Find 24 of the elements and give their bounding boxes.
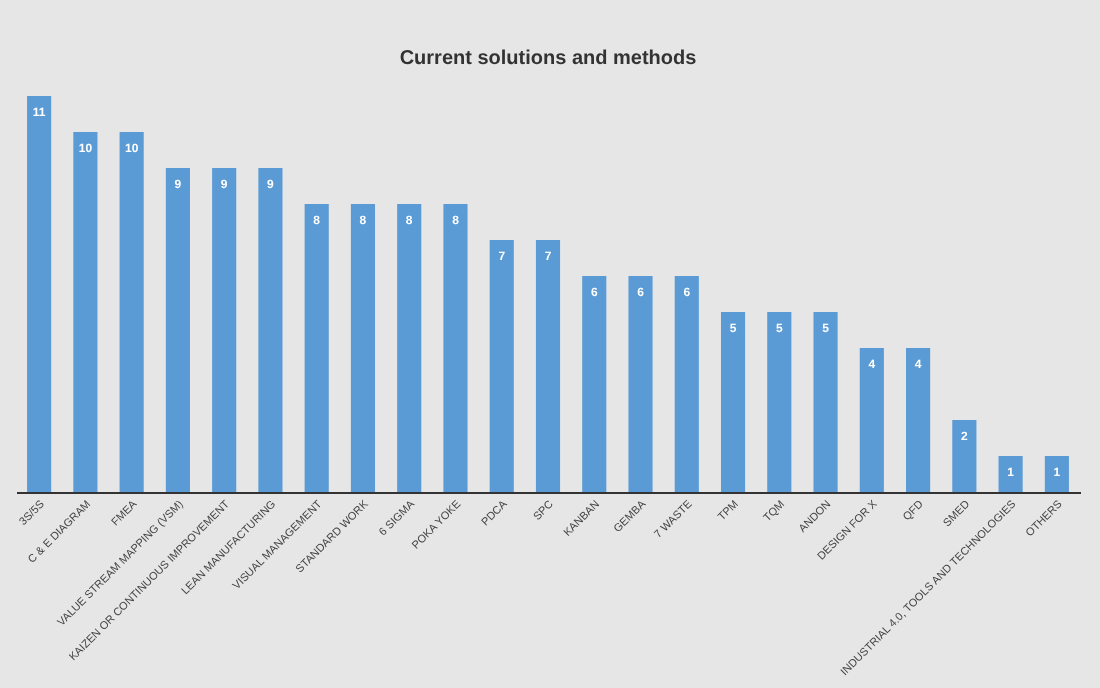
bar: [582, 276, 607, 492]
bar: [350, 204, 376, 492]
bar: [998, 456, 1023, 492]
bar: [952, 420, 977, 492]
bar: [674, 276, 699, 492]
bar: [119, 132, 144, 492]
chart-title: Current solutions and methods: [399, 48, 698, 70]
bar: [906, 348, 931, 492]
bar: [720, 312, 746, 492]
bar: [535, 240, 561, 492]
bar: [859, 348, 884, 492]
bar: [258, 168, 283, 492]
bar: [397, 204, 422, 492]
bar: [165, 168, 190, 492]
bar: [813, 312, 838, 492]
bar: [27, 96, 52, 492]
bar: [73, 132, 98, 492]
bar: [767, 312, 792, 492]
bar: [1044, 456, 1069, 492]
bar: [489, 240, 514, 492]
bar: [628, 276, 653, 492]
bar: [304, 204, 329, 492]
bar: [443, 204, 468, 492]
bar: [212, 168, 237, 492]
